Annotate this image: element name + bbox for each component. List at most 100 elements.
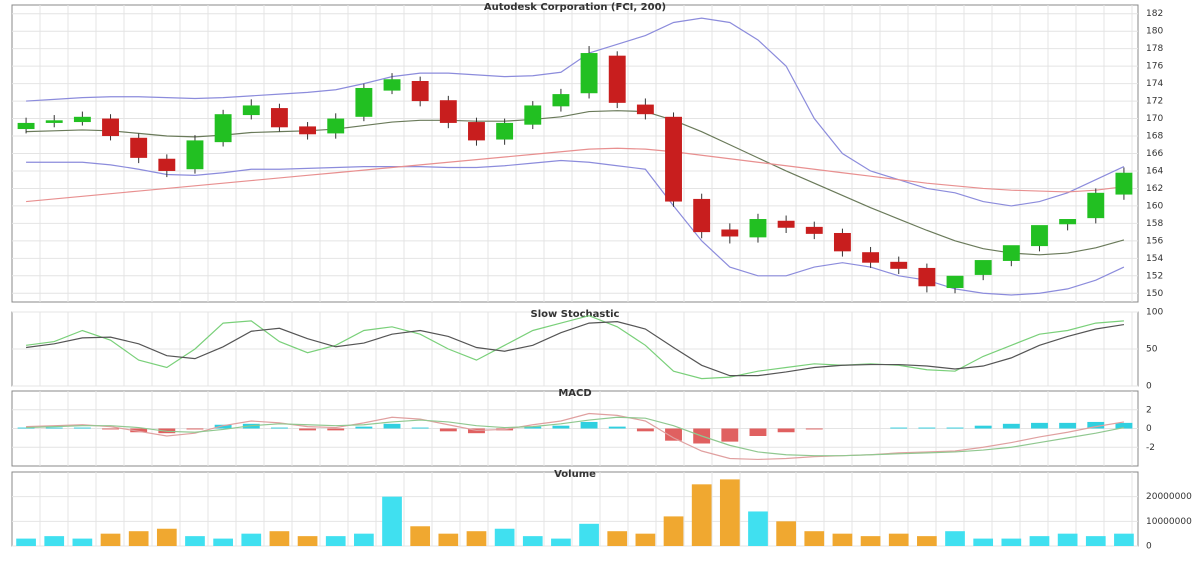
volume-bar	[832, 533, 853, 546]
volume-bar	[410, 526, 431, 546]
volume-bar	[100, 533, 121, 546]
histogram-bar	[918, 427, 936, 429]
histogram-bar	[608, 426, 626, 429]
y-tick-label: 0	[1146, 382, 1152, 392]
histogram-bar	[636, 428, 654, 432]
histogram-bar	[890, 427, 908, 429]
candle-body	[890, 261, 908, 269]
candle-body	[1002, 245, 1020, 261]
volume-bar	[579, 523, 599, 546]
histogram-bar	[17, 427, 35, 429]
candle-body	[186, 140, 204, 170]
histogram-bar	[299, 428, 317, 431]
candle-body	[45, 120, 63, 123]
panel-title: Slow Stochastic	[531, 309, 620, 320]
volume-bar	[973, 538, 994, 546]
candle-body	[552, 94, 570, 107]
line	[26, 147, 1125, 203]
candle-body	[102, 118, 119, 137]
histogram-bar	[1115, 422, 1133, 429]
candle-body	[73, 116, 91, 123]
candle-body	[636, 104, 654, 115]
y-tick-label: 152	[1146, 271, 1163, 281]
volume-bar	[297, 536, 318, 546]
y-tick-label: 178	[1146, 44, 1163, 54]
line	[25, 321, 1125, 377]
volume-bar	[1114, 533, 1134, 546]
histogram-bar	[73, 427, 91, 429]
y-tick-label: 2	[1146, 405, 1152, 415]
histogram-bar	[805, 428, 823, 430]
candle-body	[749, 219, 767, 238]
histogram-bar	[974, 425, 992, 429]
volume-bar	[325, 536, 346, 546]
y-tick-label: 10000000	[1146, 517, 1192, 527]
histogram-bar	[186, 428, 204, 430]
volume-bar	[44, 536, 65, 546]
volume-bar	[1001, 538, 1022, 546]
volume-bar	[494, 528, 515, 546]
candle-body	[580, 53, 598, 94]
volume-bar	[185, 536, 205, 546]
volume-bar	[16, 538, 36, 546]
y-tick-label: 20000000	[1146, 492, 1192, 502]
histogram-bar	[749, 428, 767, 436]
candle-body	[974, 260, 992, 275]
y-tick-label: 154	[1146, 254, 1163, 264]
volume-bar	[466, 531, 487, 546]
y-tick-label: 164	[1146, 166, 1163, 176]
candle-body	[862, 252, 880, 263]
panel-title: Volume	[554, 469, 596, 480]
volume-bar	[607, 531, 628, 546]
volume-bar	[1029, 536, 1050, 546]
volume-bar	[748, 511, 768, 546]
y-tick-label: 180	[1146, 27, 1163, 37]
candle-body	[214, 114, 232, 143]
histogram-bar	[721, 428, 739, 442]
histogram-bar	[777, 428, 795, 433]
volume-bar	[241, 533, 262, 546]
volume-bar	[945, 531, 965, 546]
volume-bar	[522, 536, 543, 546]
histogram-bar	[580, 421, 598, 429]
y-tick-label: 170	[1146, 114, 1163, 124]
candle-body	[1115, 172, 1133, 195]
histogram-bar	[383, 423, 401, 429]
candle-body	[833, 232, 851, 252]
volume-bar	[635, 533, 656, 546]
candle-body	[130, 137, 148, 158]
y-tick-label: 160	[1146, 201, 1163, 211]
y-tick-label: 172	[1146, 97, 1163, 107]
histogram-bar	[1059, 422, 1077, 429]
y-tick-label: 0	[1146, 424, 1152, 434]
histogram-bar	[130, 428, 148, 433]
y-tick-label: 176	[1146, 62, 1163, 72]
histogram-bar	[439, 428, 457, 432]
volume-bar	[354, 533, 374, 546]
candle-body	[524, 105, 542, 125]
volume-bar	[691, 484, 712, 546]
y-tick-label: 50	[1146, 345, 1158, 355]
volume-bar	[72, 538, 93, 546]
histogram-bar	[524, 426, 542, 429]
volume-bar	[663, 516, 684, 546]
line	[26, 412, 1125, 461]
histogram-bar	[1002, 423, 1020, 429]
histogram-bar	[270, 427, 288, 429]
volume-bar	[438, 533, 459, 546]
volume-bar	[128, 531, 149, 546]
histogram-bar	[552, 425, 570, 429]
candle-body	[468, 122, 485, 141]
candle-body	[1059, 219, 1077, 225]
line	[26, 159, 1125, 296]
volume-bar	[1057, 533, 1078, 546]
candle-body	[270, 108, 288, 128]
candle-body	[946, 275, 964, 289]
y-tick-label: 166	[1146, 149, 1163, 159]
y-tick-label: 100	[1146, 308, 1163, 318]
volume-bar	[551, 538, 571, 546]
volume-bar	[888, 533, 909, 546]
candle-body	[693, 198, 711, 233]
candle-body	[242, 105, 260, 116]
